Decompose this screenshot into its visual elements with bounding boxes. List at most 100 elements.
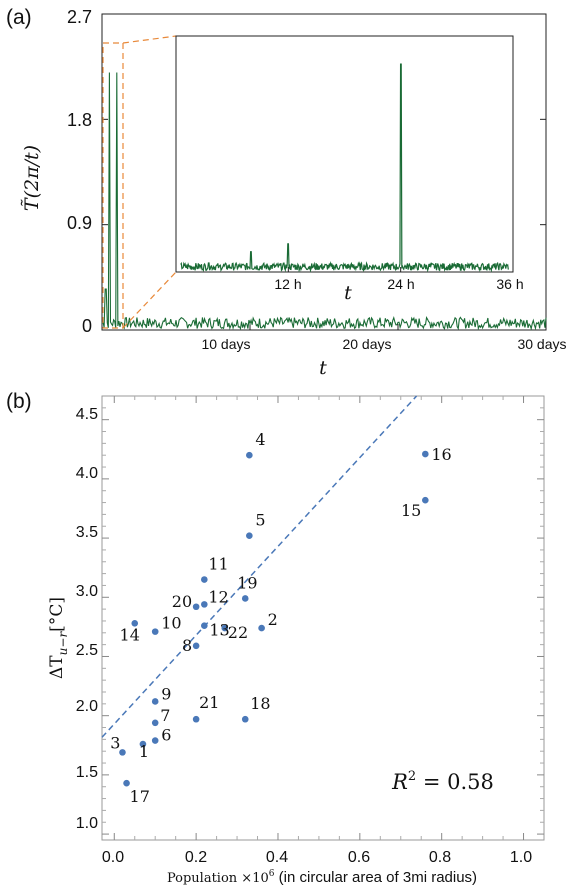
panel-b: (b) 12345678910111213141516171819202122 … xyxy=(6,390,545,886)
regression-line xyxy=(101,395,418,738)
point-label: 10 xyxy=(161,614,181,633)
point-label: 9 xyxy=(161,684,171,703)
panel-a: (a) T̃(2π/t) 2.7 1.8 0.9 0 10 days 20 da… xyxy=(6,6,567,379)
panel-b-xtick-labels: 0.0 0.2 0.4 0.6 0.8 1.0 xyxy=(102,849,532,866)
inset-xtick-labels: 12 h 24 h 36 h xyxy=(274,276,523,292)
inset-xtick-label: 12 h xyxy=(274,276,301,292)
panel-a-xtick-label: 30 days xyxy=(517,336,566,352)
panel-b-xlabel: Population ×106 (in circular area of 3mi… xyxy=(167,869,477,886)
r-squared-sup: 2 xyxy=(408,769,416,784)
point-label: 12 xyxy=(208,587,228,606)
panel-b-ytick-label: 4.0 xyxy=(76,465,98,482)
panel-b-frame xyxy=(101,395,545,841)
scatter-point xyxy=(192,715,200,723)
scatter-point xyxy=(241,595,249,602)
panel-b-ytick-label: 4.5 xyxy=(76,406,98,423)
panel-b-xtick-label: 0.2 xyxy=(185,849,207,866)
periodogram-line xyxy=(101,72,547,331)
scatter-point xyxy=(201,622,208,629)
panel-b-ytick-label: 3.5 xyxy=(76,524,98,541)
point-label: 1 xyxy=(139,742,149,761)
r-squared-annotation: R2 = 0.58 xyxy=(391,769,494,794)
point-label: 20 xyxy=(172,592,192,611)
scatter-point xyxy=(246,532,253,540)
scatter-point xyxy=(151,737,159,744)
panel-b-ylabel-sub: u−r xyxy=(56,631,70,656)
panel-a-ytick-label: 0 xyxy=(82,316,92,336)
scatter-point xyxy=(192,642,200,650)
inset-periodogram-line xyxy=(180,63,509,273)
panel-b-label: (b) xyxy=(6,390,32,413)
scatter-point xyxy=(201,601,208,608)
point-label: 21 xyxy=(199,693,219,712)
panel-b-ylabel-unit: [°C] xyxy=(47,597,67,632)
inset-series xyxy=(180,63,509,273)
point-label: 8 xyxy=(182,636,192,655)
panel-b-ytick-label: 1.5 xyxy=(76,764,98,781)
point-label: 16 xyxy=(431,445,451,464)
scatter-point xyxy=(119,749,126,756)
zoom-box xyxy=(102,42,124,329)
inset-xlabel: t xyxy=(344,282,352,304)
point-label: 19 xyxy=(237,573,257,592)
scatter-point xyxy=(139,740,147,748)
inset-frame xyxy=(175,35,514,273)
panel-b-xtick-label: 0.0 xyxy=(102,849,124,866)
point-label: 18 xyxy=(250,694,270,713)
point-label: 5 xyxy=(255,511,265,530)
scatter-point xyxy=(151,628,159,635)
scatter-point xyxy=(192,603,200,611)
panel-b-ytick-labels: 1.0 1.5 2.0 2.5 3.0 3.5 4.0 4.5 xyxy=(76,406,98,832)
panel-b-ytick-label: 2.5 xyxy=(76,642,98,659)
r-squared-r: R xyxy=(391,770,408,794)
panel-b-xlabel-rest: (in circular area of 3mi radius) xyxy=(274,869,477,886)
scatter-point xyxy=(221,624,229,632)
panel-b-xlabel-sup: 6 xyxy=(269,869,275,879)
point-label: 14 xyxy=(120,625,140,644)
panel-a-ytick-label: 1.8 xyxy=(67,110,92,130)
scatter-points xyxy=(119,450,429,787)
scatter-point xyxy=(151,698,159,705)
r-squared-value: = 0.58 xyxy=(416,770,494,794)
panel-b-ylabel-main: ΔT xyxy=(47,655,67,679)
panel-a-frame xyxy=(101,13,547,331)
panel-a-ytick-labels: 2.7 1.8 0.9 0 xyxy=(67,7,92,336)
scatter-point xyxy=(422,450,429,458)
point-label: 17 xyxy=(130,787,150,806)
zoom-connector-bottom xyxy=(122,271,177,329)
panel-b-ylabel: ΔTu−r[°C] xyxy=(47,597,70,679)
panel-a-xlabel: t xyxy=(319,357,327,379)
panel-b-xtick-label: 0.6 xyxy=(348,849,370,866)
scatter-point xyxy=(131,620,139,627)
point-label: 15 xyxy=(401,501,421,520)
panel-b-ytick-label: 3.0 xyxy=(76,583,98,600)
panel-a-xtick-labels: 10 days 20 days 30 days xyxy=(201,336,566,352)
point-label: 2 xyxy=(268,610,278,629)
panel-a-xtick-label: 20 days xyxy=(342,336,391,352)
scatter-point xyxy=(151,719,159,727)
panel-a-xtick-label: 10 days xyxy=(201,336,250,352)
scatter-point xyxy=(241,715,249,723)
zoom-connector-top xyxy=(122,35,177,44)
panel-b-xtick-label: 1.0 xyxy=(510,849,532,866)
point-label: 13 xyxy=(209,621,229,640)
inset-xtick-label: 24 h xyxy=(387,276,414,292)
inset-ticks xyxy=(287,267,402,272)
panel-b-ticks xyxy=(102,396,544,840)
point-label: 22 xyxy=(228,623,248,642)
panel-b-xtick-label: 0.8 xyxy=(429,849,451,866)
panel-a-ytick-label: 0.9 xyxy=(67,213,92,233)
panel-a-label: (a) xyxy=(6,6,32,29)
scatter-point xyxy=(123,779,130,787)
scatter-point xyxy=(246,451,253,459)
scatter-point xyxy=(422,496,429,504)
point-label: 7 xyxy=(160,706,170,725)
scatter-point xyxy=(258,624,265,632)
panel-b-xtick-label: 0.4 xyxy=(266,849,288,866)
point-label: 3 xyxy=(110,733,120,752)
panel-b-xlabel-main: Population ×10 xyxy=(167,871,269,886)
panel-a-ytick-label: 2.7 xyxy=(67,7,92,27)
panel-b-ytick-label: 2.0 xyxy=(76,698,98,715)
